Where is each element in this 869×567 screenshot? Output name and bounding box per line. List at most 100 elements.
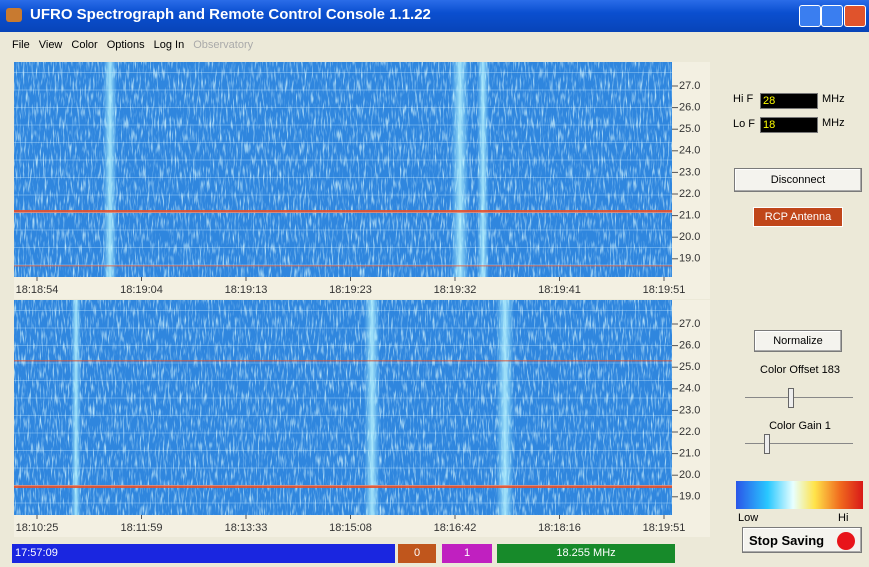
freq-label: 20.0 [679,469,700,481]
color-gain-track [745,443,853,444]
spectrogram-noise [14,300,672,515]
hi-f-unit: MHz [822,93,845,105]
time-label: 18:15:08 [329,522,372,534]
time-label: 18:19:41 [538,284,581,296]
streak [14,345,672,346]
hi-f-input[interactable]: 28 [760,93,818,109]
time-label: 18:10:25 [16,522,59,534]
color-scale [736,481,863,509]
menu-item[interactable]: View [39,39,63,51]
streak [14,230,672,231]
streak [14,195,672,196]
menu-item[interactable]: File [12,39,30,51]
title-bar: UFRO Spectrograph and Remote Control Con… [0,0,869,32]
color-gain-label: Color Gain 1 [740,420,860,432]
streak [14,398,672,399]
freq-label: 27.0 [679,318,700,330]
streak [14,90,672,91]
stop-saving-label: Stop Saving [749,533,824,548]
maximize-button[interactable] [821,5,843,27]
menu-item[interactable]: Log In [154,39,185,51]
signal-band [496,300,514,515]
streak [14,450,672,451]
window-title: UFRO Spectrograph and Remote Control Con… [30,6,431,23]
color-offset-slider[interactable] [788,388,794,408]
freq-label: 21.0 [679,448,700,460]
scale-low-label: Low [738,512,758,524]
freq-label: 27.0 [679,80,700,92]
time-label: 18:19:23 [329,284,372,296]
time-label: 18:11:59 [120,522,162,534]
streak [14,433,672,434]
freq-label: 23.0 [679,166,700,178]
freq-label: 19.0 [679,253,700,265]
signal-band [71,300,81,515]
streak [14,72,672,73]
antenna-button[interactable]: RCP Antenna [753,207,843,227]
streak [14,310,672,311]
streak [14,485,672,486]
app-window: UFRO Spectrograph and Remote Control Con… [0,0,869,567]
menu-bar: File View Color Options Log In Observatory [12,39,262,51]
time-label: 18:13:33 [225,522,268,534]
streak [14,415,672,416]
time-label: 18:18:54 [16,284,59,296]
close-button[interactable] [844,5,866,27]
normalize-button[interactable]: Normalize [754,330,842,352]
lo-f-input[interactable]: 18 [760,117,818,133]
status-counter-b: 1 [442,544,492,563]
lo-f-label: Lo F [733,118,755,130]
status-frequency: 18.255 MHz [497,544,675,563]
interference-line [14,360,672,362]
stop-saving-button[interactable]: Stop Saving [742,527,862,553]
menu-item[interactable]: Observatory [193,39,253,51]
streak [14,212,672,213]
streak [14,160,672,161]
streak [14,107,672,108]
time-label: 18:19:51 [643,522,686,534]
streak [14,468,672,469]
time-label: 18:19:04 [120,284,163,296]
streak [14,247,672,248]
freq-label: 20.0 [679,231,700,243]
recording-indicator [837,532,855,550]
time-label: 18:16:42 [434,522,477,534]
streak [14,503,672,504]
spectrograms: 27.0 26.0 25.0 24.0 23.0 22.0 21.0 20.0 19.0 18:1… [0,55,720,540]
freq-label: 22.0 [679,426,700,438]
freq-label: 25.0 [679,361,700,373]
streak [14,142,672,143]
freq-label: 24.0 [679,145,700,157]
time-label: 18:19:13 [225,284,268,296]
freq-label: 22.0 [679,188,700,200]
color-offset-label: Color Offset 183 [740,364,860,376]
streak [14,125,672,126]
time-label: 18:19:51 [643,284,686,296]
app-icon [6,8,22,22]
streak [14,363,672,364]
signal-band [451,62,469,277]
disconnect-button[interactable]: Disconnect [734,168,862,192]
freq-label: 24.0 [679,383,700,395]
minimize-button[interactable] [799,5,821,27]
time-label: 18:18:16 [538,522,581,534]
status-counter-a: 0 [398,544,436,563]
status-time: 17:57:09 [12,544,395,563]
streak [14,177,672,178]
signal-band [103,62,117,277]
streak [14,265,672,266]
signal-band [364,300,380,515]
freq-label: 21.0 [679,210,700,222]
color-offset-track [745,397,853,398]
color-gain-slider[interactable] [764,434,770,454]
freq-label: 19.0 [679,491,700,503]
freq-label: 25.0 [679,123,700,135]
menu-item[interactable]: Options [107,39,145,51]
menu-item[interactable]: Color [71,39,97,51]
freq-label: 23.0 [679,404,700,416]
scale-high-label: Hi [838,512,848,524]
streak [14,380,672,381]
lo-f-unit: MHz [822,117,845,129]
freq-label: 26.0 [679,340,700,352]
time-label: 18:19:32 [434,284,477,296]
